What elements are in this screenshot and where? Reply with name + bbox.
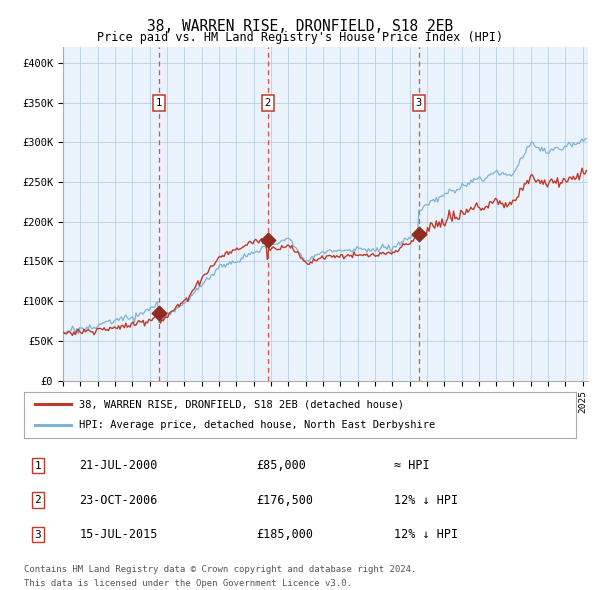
Text: 2: 2 [34, 495, 41, 505]
Text: £85,000: £85,000 [256, 459, 306, 472]
Text: 23-OCT-2006: 23-OCT-2006 [79, 493, 158, 507]
Text: Price paid vs. HM Land Registry's House Price Index (HPI): Price paid vs. HM Land Registry's House … [97, 31, 503, 44]
Text: 1: 1 [156, 98, 162, 108]
Text: 12% ↓ HPI: 12% ↓ HPI [394, 528, 458, 541]
Text: ≈ HPI: ≈ HPI [394, 459, 430, 472]
Point [263, 236, 272, 245]
Text: 38, WARREN RISE, DRONFIELD, S18 2EB: 38, WARREN RISE, DRONFIELD, S18 2EB [147, 19, 453, 34]
Text: 3: 3 [34, 530, 41, 539]
Text: 38, WARREN RISE, DRONFIELD, S18 2EB (detached house): 38, WARREN RISE, DRONFIELD, S18 2EB (det… [79, 399, 404, 409]
Text: 12% ↓ HPI: 12% ↓ HPI [394, 493, 458, 507]
Text: 2: 2 [265, 98, 271, 108]
Text: 15-JUL-2015: 15-JUL-2015 [79, 528, 158, 541]
Text: 3: 3 [416, 98, 422, 108]
Text: HPI: Average price, detached house, North East Derbyshire: HPI: Average price, detached house, Nort… [79, 420, 436, 430]
Text: This data is licensed under the Open Government Licence v3.0.: This data is licensed under the Open Gov… [24, 579, 352, 588]
Text: 21-JUL-2000: 21-JUL-2000 [79, 459, 158, 472]
Point [154, 309, 164, 318]
Text: 1: 1 [34, 461, 41, 470]
Text: £185,000: £185,000 [256, 528, 313, 541]
Text: Contains HM Land Registry data © Crown copyright and database right 2024.: Contains HM Land Registry data © Crown c… [24, 565, 416, 574]
Text: £176,500: £176,500 [256, 493, 313, 507]
Point [414, 229, 424, 238]
